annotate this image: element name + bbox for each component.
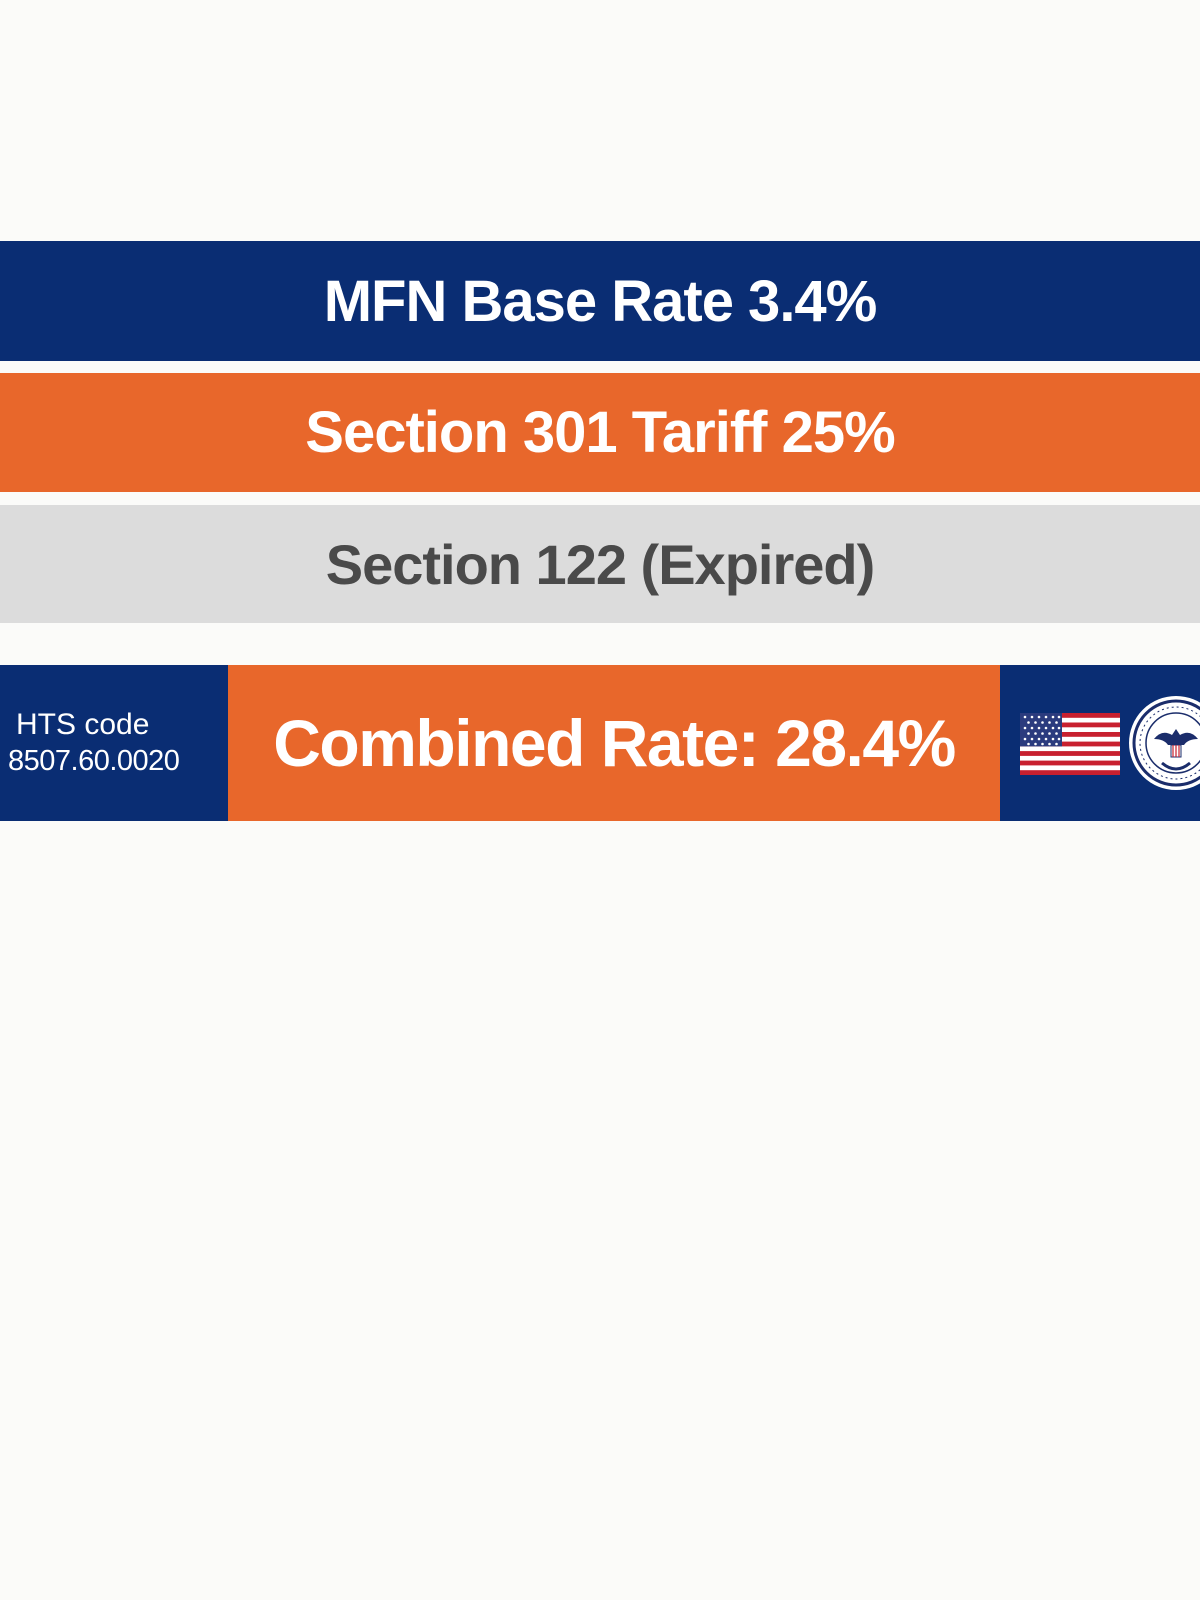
emblem-box — [1000, 665, 1200, 821]
combined-rate-row: HTS code 8507.60.0020 Combined Rate: 28.… — [0, 665, 1200, 821]
hts-code-box: HTS code 8507.60.0020 — [0, 665, 228, 821]
hts-code-label: HTS code — [16, 708, 150, 741]
combined-rate-box: Combined Rate: 28.4% — [228, 665, 1000, 821]
section-122-expired-band: Section 122 (Expired) — [0, 505, 1200, 623]
mfn-base-rate-text: MFN Base Rate 3.4% — [323, 268, 878, 334]
us-flag-icon — [1020, 713, 1120, 775]
section-301-tariff-text: Section 301 Tariff 25% — [305, 400, 895, 465]
section-122-expired-text: Section 122 (Expired) — [325, 532, 876, 596]
hts-code-value: 8507.60.0020 — [8, 745, 180, 777]
section-301-tariff-band: Section 301 Tariff 25% — [0, 373, 1200, 492]
mfn-base-rate-band: MFN Base Rate 3.4% — [0, 241, 1200, 361]
government-seal-icon — [1129, 696, 1200, 790]
combined-rate-text: Combined Rate: 28.4% — [273, 706, 956, 780]
